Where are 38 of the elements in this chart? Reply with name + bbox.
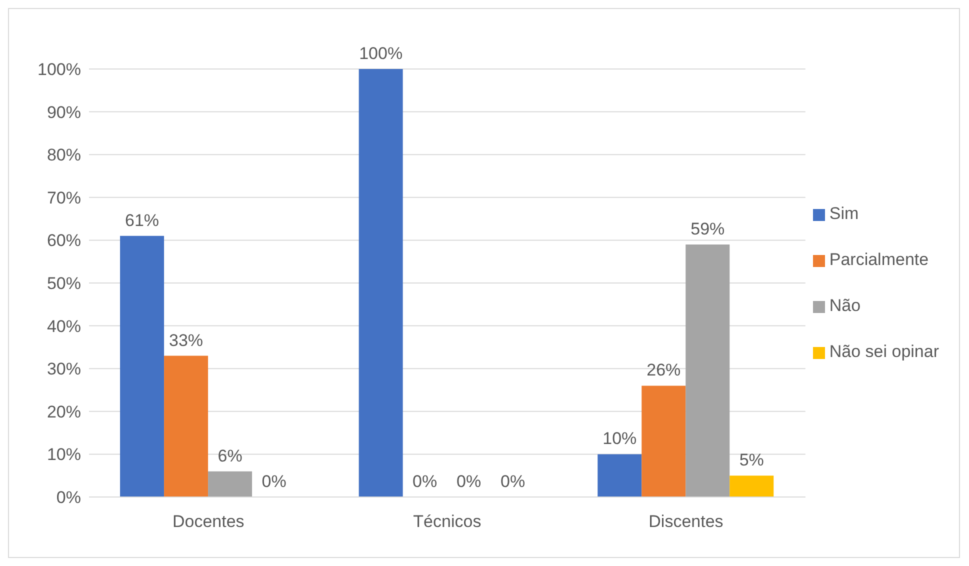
bar [686,244,730,497]
y-tick-label: 0% [56,488,81,508]
data-label: 61% [125,210,160,230]
data-label: 26% [646,360,681,380]
bar [120,236,164,497]
legend-label: Não sei opinar [829,342,939,361]
y-tick-label: 70% [46,188,81,208]
data-label: 100% [359,44,403,63]
x-tick-label: Docentes [172,512,244,532]
data-label: 0% [262,472,286,491]
y-tick-label: 80% [46,146,81,165]
y-tick-label: 90% [46,102,81,122]
y-tick-label: 10% [46,445,81,464]
data-label: 10% [602,429,637,448]
legend-label: Não [829,296,861,315]
data-label: 33% [169,330,204,350]
x-tick-label: Técnicos [413,512,482,532]
bar [642,386,686,497]
bar [208,471,252,497]
bar [164,356,208,497]
legend-label: Parcialmente [829,250,929,269]
y-tick-label: 60% [46,231,81,250]
y-tick-label: 20% [46,402,81,422]
y-tick-label: 40% [46,316,81,336]
y-tick-label: 30% [46,360,81,379]
bar [730,476,774,497]
x-tick-label: Discentes [648,512,724,532]
bar [358,69,403,497]
data-label: 5% [739,450,764,470]
data-label: 6% [218,446,242,466]
data-label: 0% [500,472,526,491]
y-tick-label: 50% [46,274,81,294]
data-label: 0% [456,472,482,491]
bar [598,454,642,497]
data-label: 59% [690,219,725,238]
data-label: 0% [412,472,438,491]
y-tick-label: 100% [38,60,81,80]
legend-label: Sim [829,204,859,223]
